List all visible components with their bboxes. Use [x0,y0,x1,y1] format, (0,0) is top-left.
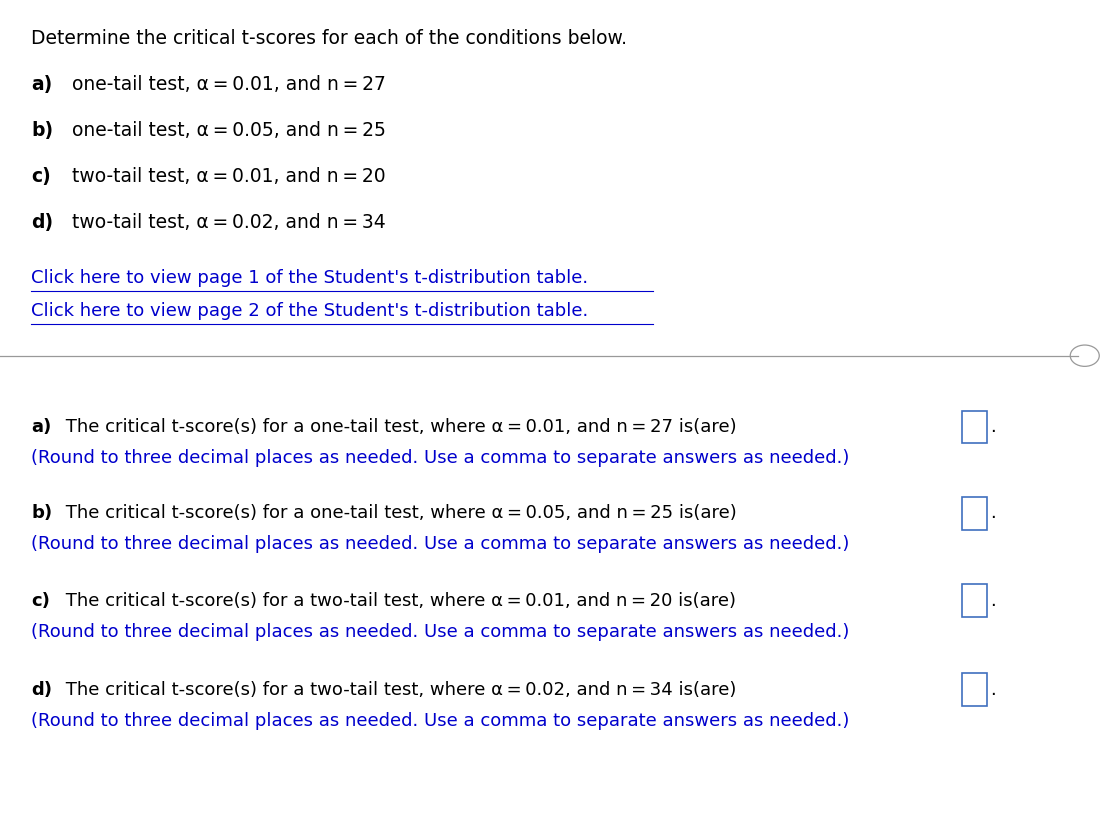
Text: The critical t-score(s) for a one-tail test, where α = 0.01, and n = 27 is(are): The critical t-score(s) for a one-tail t… [60,418,737,436]
Text: Determine the critical t-scores for each of the conditions below.: Determine the critical t-scores for each… [31,29,627,48]
Text: Click here to view page 2 of the Student's t-distribution table.: Click here to view page 2 of the Student… [31,301,588,319]
Text: .: . [990,680,995,698]
Text: one-tail test, α = 0.05, and n = 25: one-tail test, α = 0.05, and n = 25 [60,121,386,140]
Text: .: . [990,504,995,522]
Text: The critical t-score(s) for a one-tail test, where α = 0.05, and n = 25 is(are): The critical t-score(s) for a one-tail t… [60,504,737,522]
Text: .: . [990,591,995,609]
Text: two-tail test, α = 0.02, and n = 34: two-tail test, α = 0.02, and n = 34 [60,213,386,232]
Bar [962,585,987,618]
Text: (Round to three decimal places as needed. Use a comma to separate answers as nee: (Round to three decimal places as needed… [31,711,849,729]
Bar [962,411,987,444]
Text: The critical t-score(s) for a two-tail test, where α = 0.01, and n = 20 is(are): The critical t-score(s) for a two-tail t… [60,591,737,609]
Text: two-tail test, α = 0.01, and n = 20: two-tail test, α = 0.01, and n = 20 [60,167,386,186]
Text: c): c) [31,591,50,609]
Text: a): a) [31,418,51,436]
Text: (Round to three decimal places as needed. Use a comma to separate answers as nee: (Round to three decimal places as needed… [31,535,849,553]
Text: .: . [990,418,995,436]
Text: d): d) [31,680,52,698]
Text: The critical t-score(s) for a two-tail test, where α = 0.02, and n = 34 is(are): The critical t-score(s) for a two-tail t… [60,680,737,698]
Text: (Round to three decimal places as needed. Use a comma to separate answers as nee: (Round to three decimal places as needed… [31,449,849,467]
Text: b): b) [31,504,52,522]
Text: Click here to view page 1 of the Student's t-distribution table.: Click here to view page 1 of the Student… [31,269,588,287]
Bar [962,497,987,530]
Text: c): c) [31,167,51,186]
Text: d): d) [31,213,54,232]
Text: a): a) [31,75,52,94]
Bar [962,673,987,706]
Text: b): b) [31,121,54,140]
Text: one-tail test, α = 0.01, and n = 27: one-tail test, α = 0.01, and n = 27 [60,75,386,94]
Text: (Round to three decimal places as needed. Use a comma to separate answers as nee: (Round to three decimal places as needed… [31,622,849,640]
